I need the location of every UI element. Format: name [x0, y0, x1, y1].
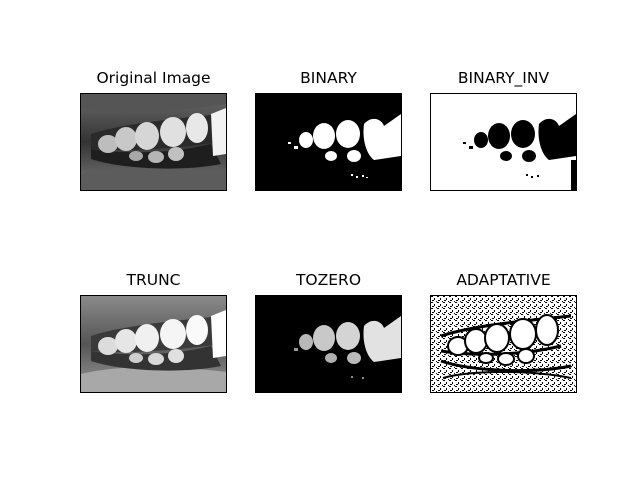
panel-title-binary-inv: BINARY_INV: [457, 69, 550, 87]
image-binary-inv: [430, 93, 577, 191]
panel-title-original: Original Image: [96, 69, 211, 87]
panel-title-adaptative: ADAPTATIVE: [456, 271, 551, 289]
image-original: [80, 93, 227, 191]
image-tozero: [255, 295, 402, 393]
panel-title-trunc: TRUNC: [126, 271, 181, 289]
panel-title-binary: BINARY: [300, 69, 357, 87]
image-adaptative: [430, 295, 577, 393]
image-trunc: [80, 295, 227, 393]
panel-title-tozero: TOZERO: [295, 271, 362, 289]
image-binary: [255, 93, 402, 191]
